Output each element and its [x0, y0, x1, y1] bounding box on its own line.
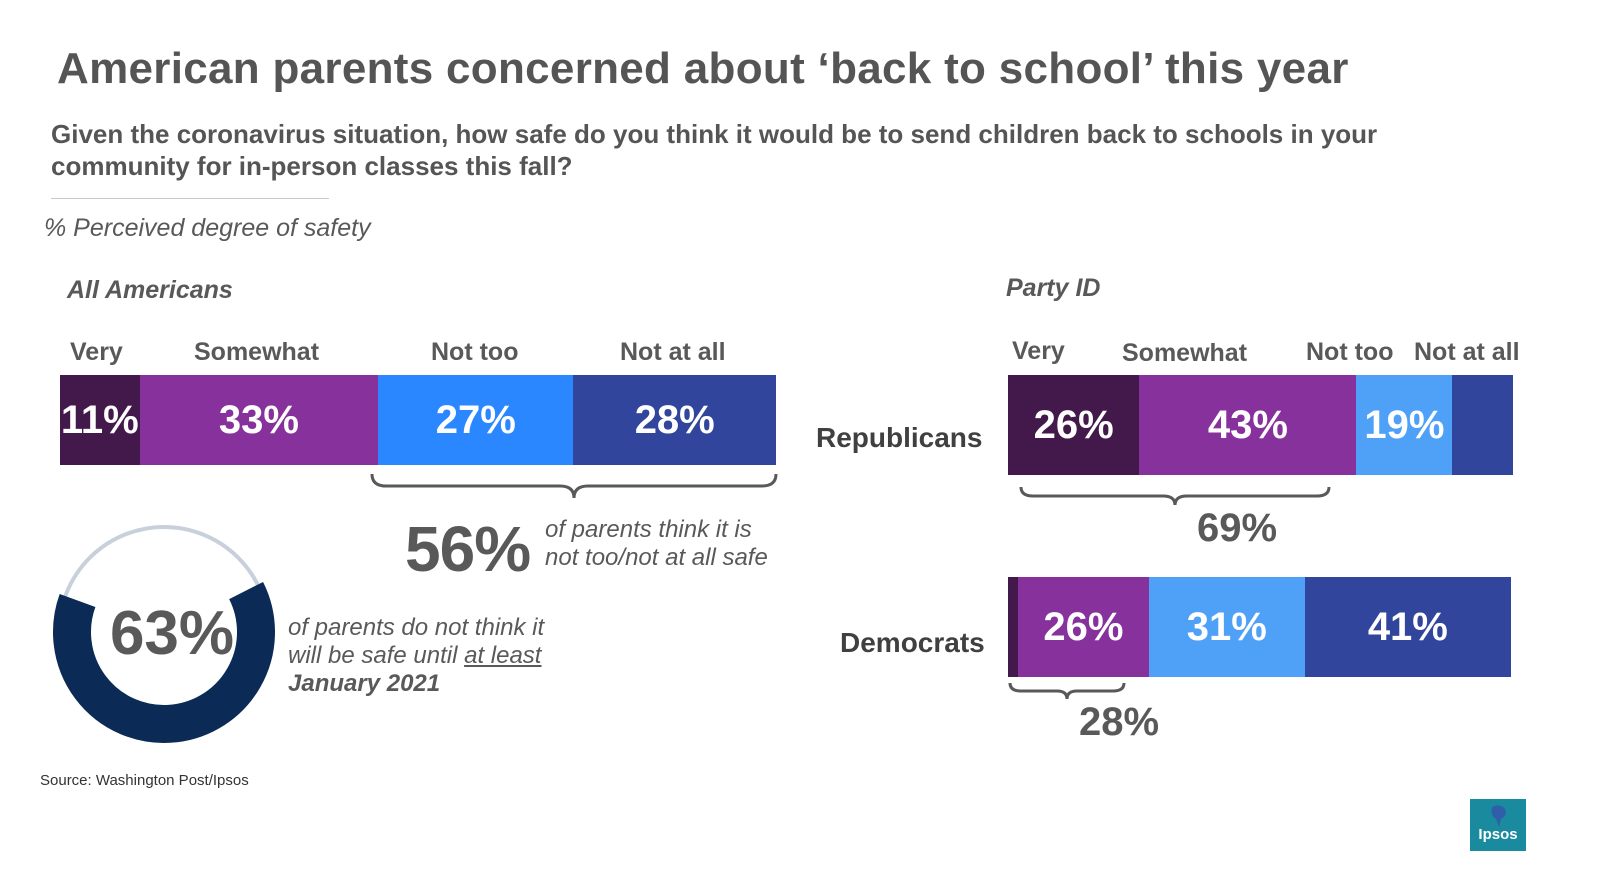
all-seg-very: 11% [60, 375, 140, 465]
all-seg-somewhat: 33% [139, 375, 379, 465]
donut-note: of parents do not think it will be safe … [288, 614, 544, 698]
donut-note-line2a: will be safe until [288, 642, 465, 669]
all-seg-not-too: 27% [378, 375, 574, 465]
dem-bracket [1008, 682, 1126, 700]
not-safe-note: of parents think it is not too/not at al… [545, 516, 768, 572]
dem-seg-very [1008, 577, 1019, 677]
measure-label: % Perceived degree of safety [44, 214, 371, 242]
party-cat-very: Very [1012, 337, 1065, 365]
ipsos-logo [1470, 799, 1526, 851]
ipsos-logo-icon [1491, 805, 1506, 827]
rep-seg-not-too: 19% [1356, 375, 1453, 475]
all-cat-not-too: Not too [431, 338, 519, 366]
divider [51, 198, 329, 199]
section-all-americans-title: All Americans [67, 276, 233, 304]
donut-percentage: 63% [109, 599, 235, 668]
not-safe-note-line2: not too/not at all safe [545, 544, 768, 571]
section-party-id-title: Party ID [1006, 274, 1101, 302]
rep-seg-not-at-all [1452, 375, 1513, 475]
party-cat-not-at-all: Not at all [1414, 338, 1520, 366]
all-americans-bar: 11% 33% 27% 28% [60, 375, 776, 465]
dem-safe-total: 28% [1079, 700, 1160, 744]
rep-safe-total: 69% [1197, 506, 1278, 550]
donut-note-line2: will be safe until at least [288, 642, 544, 670]
all-cat-somewhat: Somewhat [194, 338, 320, 366]
not-safe-note-line1: of parents think it is [545, 516, 752, 543]
all-cat-very: Very [70, 338, 123, 366]
party-cat-not-too: Not too [1306, 338, 1394, 366]
all-seg-not-at-all: 28% [573, 375, 776, 465]
source-note: Source: Washington Post/Ipsos [40, 772, 249, 789]
party-cat-somewhat: Somewhat [1122, 339, 1248, 367]
row-label-republicans: Republicans [816, 422, 983, 453]
dem-seg-not-too: 31% [1148, 577, 1305, 677]
republicans-bar: 26% 43% 19% [1008, 375, 1513, 475]
page-title: American parents concerned about ‘back t… [57, 44, 1349, 93]
donut-note-line3: January 2021 [288, 670, 441, 697]
dem-seg-not-at-all: 41% [1304, 577, 1511, 677]
not-safe-percentage: 56% [405, 513, 531, 585]
democrats-bar: 26% 31% 41% [1008, 577, 1511, 677]
all-cat-not-at-all: Not at all [620, 338, 726, 366]
donut-chart [53, 525, 275, 743]
survey-question: Given the coronavirus situation, how saf… [51, 119, 1378, 181]
all-not-safe-bracket [370, 473, 778, 499]
rep-bracket [1019, 486, 1331, 506]
rep-seg-somewhat: 43% [1139, 375, 1357, 475]
rep-seg-very: 26% [1008, 375, 1140, 475]
dem-seg-somewhat: 26% [1018, 577, 1149, 677]
donut-main-arc [53, 581, 275, 743]
donut-note-line1: of parents do not think it [288, 614, 545, 641]
ipsos-logo-text: Ipsos [1478, 826, 1518, 843]
row-label-democrats: Democrats [840, 627, 985, 658]
donut-note-at-least: at least [464, 642, 542, 669]
